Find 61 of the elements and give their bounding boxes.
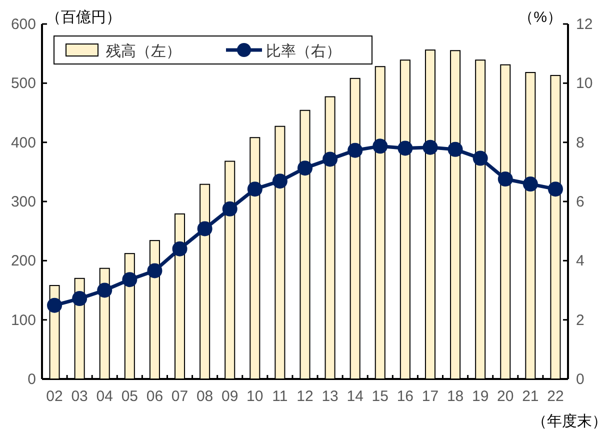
point bbox=[348, 142, 363, 158]
point bbox=[197, 221, 212, 236]
y-tick-label: 300 bbox=[10, 194, 36, 210]
x-tick-label: 21 bbox=[522, 388, 539, 405]
y2-tick-label: 12 bbox=[576, 16, 593, 33]
legend-label: 残高（左） bbox=[106, 43, 181, 60]
y-tick-label: 500 bbox=[10, 75, 36, 92]
x-tick-label: 10 bbox=[246, 388, 264, 405]
point bbox=[398, 140, 413, 156]
point bbox=[548, 182, 563, 197]
y-tick-label: 600 bbox=[10, 16, 36, 33]
point bbox=[422, 140, 438, 155]
point bbox=[372, 138, 388, 154]
point bbox=[322, 152, 338, 167]
point bbox=[47, 298, 62, 313]
x-tick-label: 18 bbox=[446, 388, 464, 405]
x-tick-label: 19 bbox=[472, 388, 489, 405]
y2-tick-label: 0 bbox=[576, 371, 584, 388]
x-tick-label: 02 bbox=[46, 388, 63, 405]
x-tick-label: 20 bbox=[497, 388, 514, 405]
x-tick-label: 17 bbox=[422, 388, 439, 405]
point bbox=[122, 272, 138, 288]
point bbox=[97, 282, 112, 298]
point bbox=[147, 263, 162, 278]
y2-tick-label: 10 bbox=[576, 75, 593, 92]
y2-axis-title: （%） bbox=[518, 9, 562, 26]
y-tick-label: 400 bbox=[10, 134, 36, 152]
point bbox=[298, 160, 312, 176]
y2-tick-label: 8 bbox=[576, 134, 584, 152]
point bbox=[448, 142, 463, 157]
point bbox=[247, 182, 262, 197]
x-tick-label: 14 bbox=[346, 388, 364, 405]
y2-tick-label: 4 bbox=[576, 252, 584, 270]
x-tick-label: 12 bbox=[296, 388, 314, 405]
point bbox=[498, 172, 513, 187]
x-tick-label: 08 bbox=[196, 388, 214, 405]
y-tick-label: 100 bbox=[10, 312, 36, 329]
y2-tick-label: 2 bbox=[576, 312, 584, 329]
x-tick-label: 22 bbox=[547, 388, 564, 405]
x-tick-label: 05 bbox=[121, 388, 138, 405]
x-tick-label: 09 bbox=[222, 388, 238, 405]
point bbox=[272, 174, 288, 189]
point bbox=[472, 150, 488, 166]
y2-tick-label: 6 bbox=[576, 194, 584, 210]
y-tick-label: 0 bbox=[28, 371, 36, 388]
y-tick-label: 200 bbox=[10, 252, 36, 270]
x-tick-label: 07 bbox=[171, 388, 188, 405]
x-tick-label: 11 bbox=[272, 388, 288, 405]
x-axis-title: （年度末） bbox=[532, 413, 607, 430]
point bbox=[72, 291, 88, 306]
y-axis-title: （百億円） bbox=[46, 9, 121, 26]
x-tick-label: 16 bbox=[396, 388, 414, 405]
x-tick-label: 04 bbox=[96, 388, 113, 405]
x-tick-label: 06 bbox=[146, 388, 164, 405]
x-tick-label: 03 bbox=[71, 388, 88, 405]
x-tick-label: 13 bbox=[322, 388, 338, 405]
legend-label: 比率（右） bbox=[266, 43, 341, 60]
point bbox=[222, 201, 238, 216]
x-tick-label: 15 bbox=[372, 388, 388, 405]
point bbox=[522, 176, 538, 192]
point bbox=[172, 241, 188, 256]
